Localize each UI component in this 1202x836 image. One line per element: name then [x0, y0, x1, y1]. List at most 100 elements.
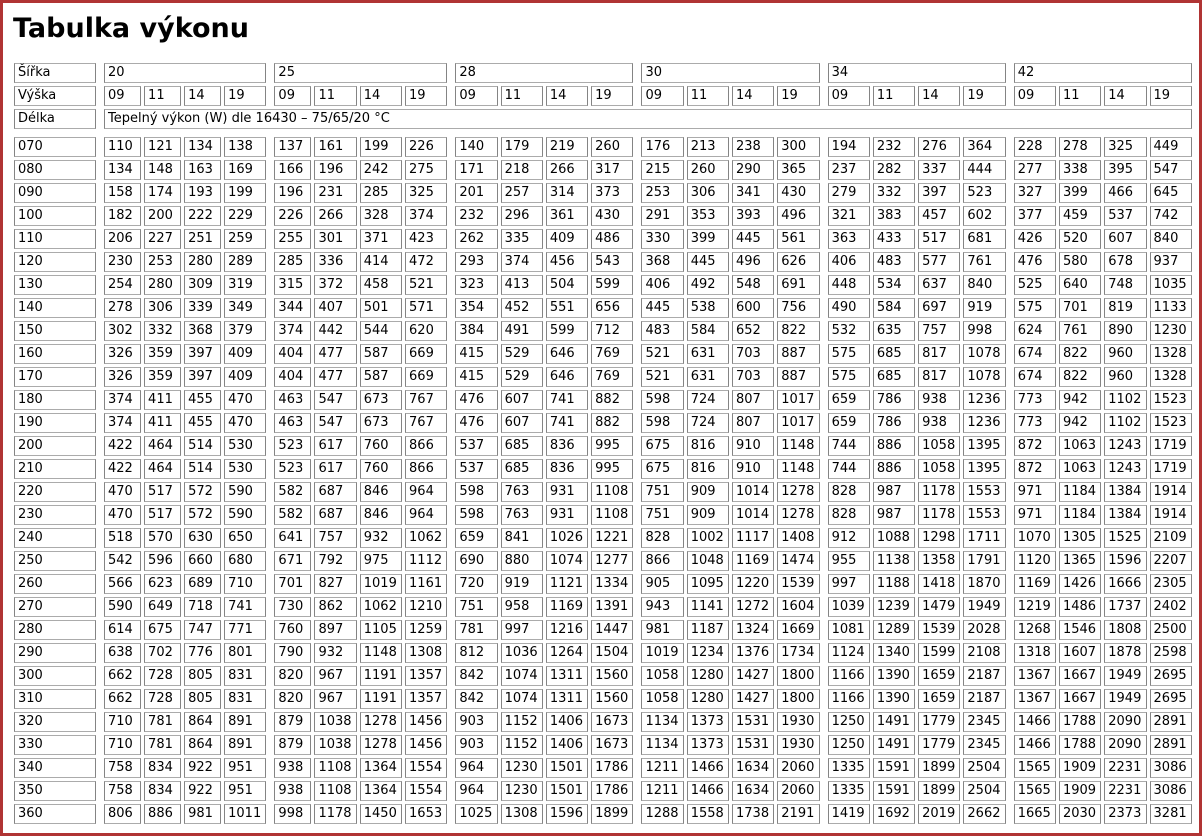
group-gap	[823, 63, 825, 83]
value-cell: 1450	[359, 804, 403, 824]
group-gap	[99, 298, 101, 318]
value-cell: 645	[1149, 183, 1192, 203]
value-cell: 912	[827, 528, 870, 548]
value-cell: 1669	[777, 620, 820, 640]
value-cell: 931	[545, 482, 589, 502]
value-cell: 1038	[314, 735, 357, 755]
value-cell: 816	[686, 459, 729, 479]
value-cell: 842	[455, 666, 498, 686]
height-label: 09	[641, 86, 684, 106]
value-cell: 703	[732, 367, 775, 387]
group-gap	[450, 344, 452, 364]
value-cell: 529	[500, 344, 543, 364]
value-cell: 455	[184, 413, 222, 433]
value-cell: 504	[545, 275, 589, 295]
value-cell: 301	[314, 229, 357, 249]
value-cell: 987	[872, 505, 916, 525]
height-label: 14	[918, 86, 961, 106]
group-gap	[99, 781, 101, 801]
value-cell: 646	[545, 367, 589, 387]
value-cell: 306	[686, 183, 729, 203]
value-cell: 544	[359, 321, 403, 341]
value-cell: 399	[1058, 183, 1102, 203]
value-cell: 1191	[359, 689, 403, 709]
value-cell: 1074	[545, 551, 589, 571]
value-cell: 2187	[963, 666, 1006, 686]
group-gap	[99, 206, 101, 226]
value-cell: 1141	[686, 597, 729, 617]
group-gap	[636, 758, 638, 778]
value-cell: 1138	[872, 551, 916, 571]
length-cell: 330	[14, 735, 96, 755]
group-gap	[450, 321, 452, 341]
value-cell: 2030	[1058, 804, 1102, 824]
width-header-row: Šířka 20 25 28 30 34 42	[14, 63, 1192, 83]
value-cell: 1063	[1058, 436, 1102, 456]
value-cell: 1070	[1013, 528, 1056, 548]
value-cell: 525	[1013, 275, 1056, 295]
value-cell: 771	[224, 620, 267, 640]
value-cell: 689	[184, 574, 222, 594]
value-cell: 671	[274, 551, 312, 571]
value-cell: 938	[274, 758, 312, 778]
value-cell: 840	[1149, 229, 1192, 249]
group-gap	[269, 666, 271, 686]
value-cell: 1288	[641, 804, 684, 824]
value-cell: 232	[872, 137, 916, 157]
value-cell: 496	[777, 206, 820, 226]
group-gap	[823, 804, 825, 824]
group-gap	[636, 666, 638, 686]
value-cell: 458	[359, 275, 403, 295]
value-cell: 997	[827, 574, 870, 594]
value-cell: 720	[455, 574, 498, 594]
group-gap	[99, 689, 101, 709]
group-gap	[1009, 298, 1011, 318]
value-cell: 1335	[827, 781, 870, 801]
value-cell: 176	[641, 137, 684, 157]
value-cell: 2060	[777, 758, 820, 778]
value-cell: 414	[359, 252, 403, 272]
value-cell: 630	[184, 528, 222, 548]
length-cell: 130	[14, 275, 96, 295]
value-cell: 2662	[963, 804, 1006, 824]
value-cell: 756	[777, 298, 820, 318]
value-cell: 649	[144, 597, 182, 617]
value-cell: 1048	[686, 551, 729, 571]
value-cell: 354	[455, 298, 498, 318]
value-cell: 596	[144, 551, 182, 571]
group-gap	[269, 689, 271, 709]
group-gap	[99, 597, 101, 617]
group-gap	[1009, 63, 1011, 83]
height-label: 19	[1149, 86, 1192, 106]
group-gap	[269, 459, 271, 479]
value-cell: 637	[918, 275, 961, 295]
group-gap	[450, 275, 452, 295]
value-cell: 523	[963, 183, 1006, 203]
value-cell: 1148	[777, 459, 820, 479]
group-gap	[269, 63, 271, 83]
value-cell: 747	[184, 620, 222, 640]
value-cell: 306	[144, 298, 182, 318]
group-gap	[1009, 482, 1011, 502]
value-cell: 919	[500, 574, 543, 594]
table-row: 250 542 596 660 680 671 792 975 1112 690 880 1074 12…	[14, 551, 1192, 571]
value-cell: 1219	[1013, 597, 1056, 617]
value-cell: 701	[274, 574, 312, 594]
group-gap	[99, 620, 101, 640]
value-cell: 1373	[686, 712, 729, 732]
value-cell: 1719	[1149, 459, 1192, 479]
value-cell: 1390	[872, 666, 916, 686]
value-cell: 1738	[732, 804, 775, 824]
value-cell: 1427	[732, 666, 775, 686]
group-gap	[269, 597, 271, 617]
group-gap	[269, 574, 271, 594]
height-label: 11	[1058, 86, 1102, 106]
value-cell: 673	[359, 390, 403, 410]
value-cell: 1531	[732, 712, 775, 732]
value-cell: 879	[274, 712, 312, 732]
value-cell: 374	[104, 413, 142, 433]
value-cell: 1264	[545, 643, 589, 663]
group-gap	[823, 528, 825, 548]
value-cell: 206	[104, 229, 142, 249]
group-gap	[1009, 436, 1011, 456]
